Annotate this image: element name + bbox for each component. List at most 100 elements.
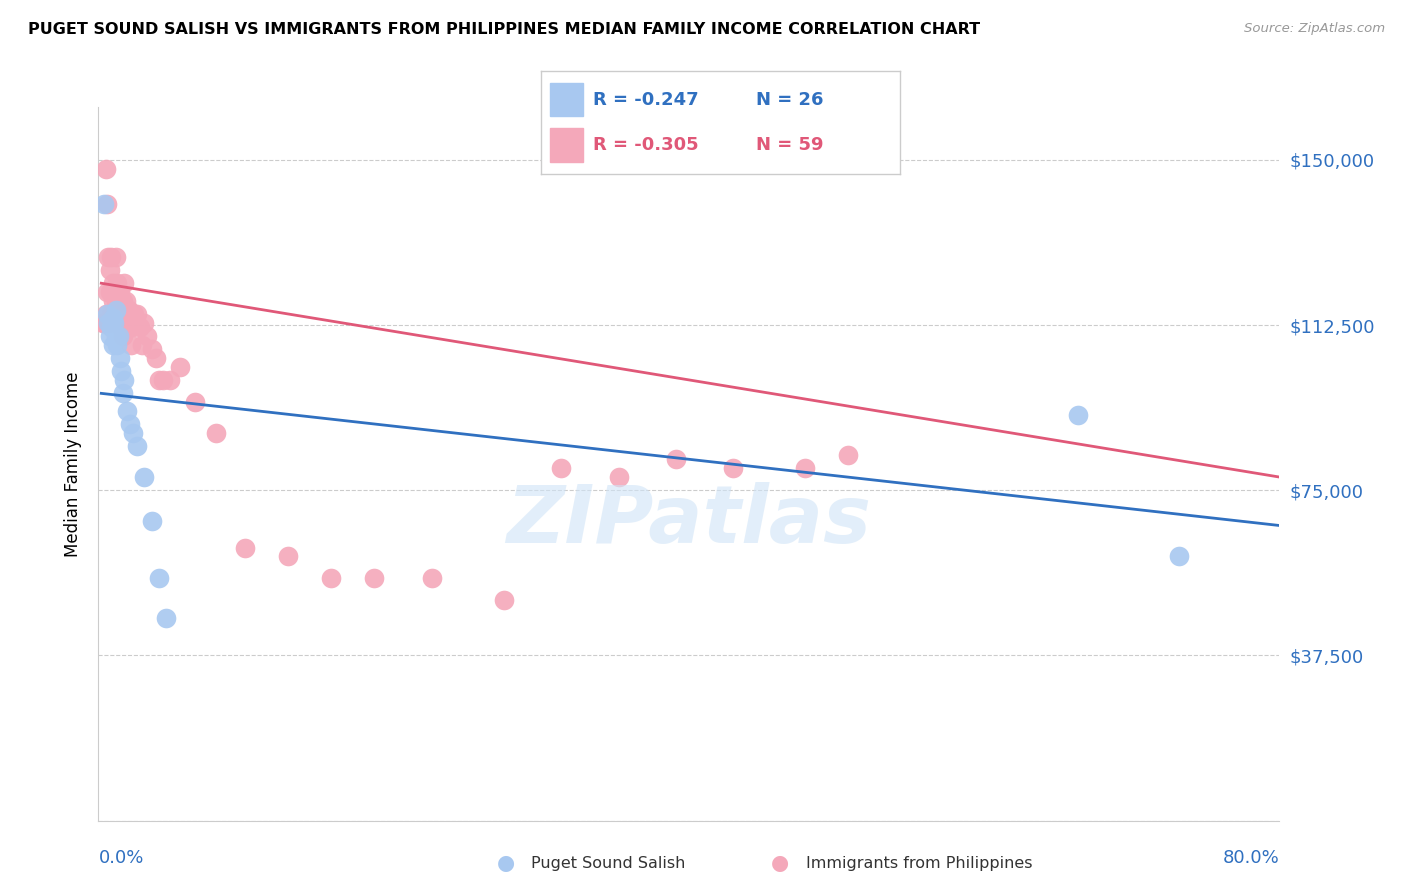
Point [101,311,124,326]
Point [118,320,141,334]
Point [104,329,127,343]
Point [837,448,859,462]
Point [115,320,138,334]
Text: Source: ZipAtlas.com: Source: ZipAtlas.com [1244,22,1385,36]
Text: PUGET SOUND SALISH VS IMMIGRANTS FROM PHILIPPINES MEDIAN FAMILY INCOME CORRELATI: PUGET SOUND SALISH VS IMMIGRANTS FROM PH… [28,22,980,37]
Point [127,307,149,321]
Point [114,293,136,308]
Point [105,302,128,317]
Point [115,404,138,418]
Point [110,364,132,378]
Point [111,386,134,401]
Point [117,302,139,317]
Point [97,250,120,264]
Point [148,373,170,387]
Point [97,316,120,330]
Point [94,307,117,321]
Point [100,250,122,264]
Bar [550,83,582,117]
Text: Puget Sound Salish: Puget Sound Salish [531,856,686,871]
Point [122,425,145,440]
Point [100,307,122,321]
Point [104,302,127,317]
Text: 80.0%: 80.0% [1223,849,1279,867]
Point [145,351,167,365]
Point [723,461,745,475]
Point [103,316,125,330]
Point [107,293,129,308]
Text: R = -0.305: R = -0.305 [593,136,699,153]
Point [136,329,159,343]
Point [607,470,630,484]
Point [205,425,228,440]
Point [100,320,122,334]
Point [277,549,299,564]
Point [96,307,118,321]
Point [148,571,170,585]
Text: ●: ● [772,854,789,873]
Point [152,373,174,387]
Point [98,285,121,299]
Text: Immigrants from Philippines: Immigrants from Philippines [806,856,1032,871]
Point [110,320,132,334]
Point [103,311,125,326]
Point [129,320,152,334]
Y-axis label: Median Family Income: Median Family Income [63,371,82,557]
Point [98,263,121,277]
Point [97,316,120,330]
Point [492,593,515,607]
Point [98,329,121,343]
Point [550,461,572,475]
Point [420,571,443,585]
Point [111,293,134,308]
Point [104,250,127,264]
Text: ZIPatlas: ZIPatlas [506,482,872,560]
Point [112,277,135,291]
Point [93,197,115,211]
Point [91,316,114,330]
Point [112,373,135,387]
Point [159,373,181,387]
Point [103,285,125,299]
Point [121,338,143,352]
Point [321,571,343,585]
Point [155,611,177,625]
Point [107,316,129,330]
Point [122,320,145,334]
Point [1067,409,1090,423]
Point [127,439,149,453]
Point [131,338,153,352]
Point [94,161,117,176]
Point [96,197,118,211]
Text: N = 26: N = 26 [756,91,824,109]
Point [169,359,191,374]
Text: R = -0.247: R = -0.247 [593,91,699,109]
Point [118,417,141,432]
Point [665,452,688,467]
Point [141,343,163,357]
Point [105,338,128,352]
Text: ●: ● [498,854,515,873]
Point [101,277,124,291]
Point [233,541,256,555]
Point [105,277,128,291]
Point [96,285,118,299]
Point [124,307,146,321]
Point [363,571,385,585]
Point [101,293,124,308]
Text: N = 59: N = 59 [756,136,824,153]
Point [104,293,127,308]
Point [794,461,817,475]
Point [107,329,129,343]
Point [134,316,156,330]
Bar [550,128,582,161]
Point [141,514,163,528]
Point [111,329,134,343]
Point [108,285,131,299]
Point [183,395,205,409]
Point [101,338,124,352]
Point [1167,549,1189,564]
Point [108,351,131,365]
Point [134,470,156,484]
Text: 0.0%: 0.0% [98,849,143,867]
